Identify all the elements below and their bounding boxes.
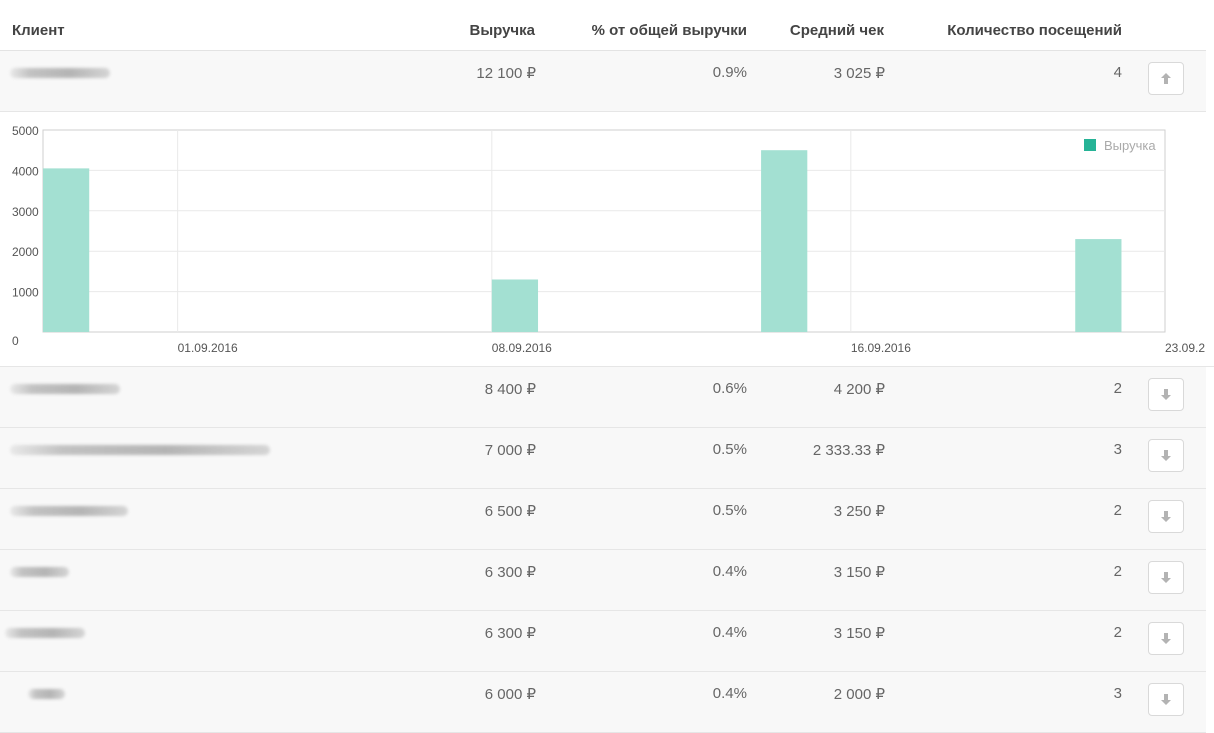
revenue-chart-panel: 4050 1300 4500 2300 0 1000 2000 3000 4000 5000 01… — [0, 112, 1214, 367]
share-cell: 0.4% — [712, 563, 747, 580]
arrow-down-icon — [1161, 389, 1171, 400]
table-row[interactable]: 6 300 ₽ 0.4% 3 150 ₽ 2 — [0, 611, 1206, 672]
revenue-cell: 8 400 ₽ — [484, 381, 536, 398]
y-tick-label: 4000 — [12, 164, 39, 178]
revenue-cell: 6 300 ₽ — [484, 625, 536, 642]
x-tick-label: 08.09.2016 — [492, 341, 552, 355]
expand-button[interactable] — [1148, 683, 1184, 716]
column-header-share[interactable]: % от общей выручки — [591, 22, 747, 39]
x-tick-label: 23.09.2 — [1165, 341, 1205, 355]
share-cell: 0.5% — [712, 441, 747, 458]
client-name-redacted — [10, 445, 270, 455]
column-header-revenue[interactable]: Выручка — [469, 22, 535, 39]
revenue-bar[interactable]: 2300 — [1075, 239, 1122, 332]
column-header-visits[interactable]: Количество посещений — [947, 22, 1122, 39]
arrow-up-icon — [1161, 73, 1171, 84]
revenue-bar[interactable]: 4500 — [761, 150, 808, 332]
revenue-cell: 7 000 ₽ — [484, 442, 536, 459]
revenue-bar[interactable]: 4050 — [43, 168, 90, 332]
chart-legend[interactable]: Выручка — [1084, 138, 1156, 153]
expand-button[interactable] — [1148, 622, 1184, 655]
avg-check-cell: 3 250 ₽ — [833, 503, 885, 520]
y-tick-label: 1000 — [12, 286, 39, 300]
arrow-down-icon — [1161, 572, 1171, 583]
x-tick-label: 16.09.2016 — [851, 341, 911, 355]
avg-check-cell: 3 025 ₽ — [833, 65, 885, 82]
visits-cell: 3 — [1113, 685, 1122, 702]
client-name-redacted — [10, 506, 128, 516]
client-name-redacted — [10, 567, 69, 577]
visits-cell: 4 — [1113, 64, 1122, 81]
plot-area — [42, 129, 1166, 333]
table-row[interactable]: 6 000 ₽ 0.4% 2 000 ₽ 3 — [0, 672, 1206, 733]
y-tick-label: 5000 — [12, 124, 39, 138]
x-tick-label: 01.09.2016 — [178, 341, 238, 355]
revenue-bar[interactable]: 1300 — [491, 279, 539, 332]
visits-cell: 3 — [1113, 441, 1122, 458]
column-header-client[interactable]: Клиент — [12, 22, 65, 39]
client-name-redacted — [5, 628, 85, 638]
visits-cell: 2 — [1113, 563, 1122, 580]
y-tick-label: 3000 — [12, 205, 39, 219]
column-header-avg-check[interactable]: Средний чек — [789, 22, 884, 39]
table-row[interactable]: 6 300 ₽ 0.4% 3 150 ₽ 2 — [0, 550, 1206, 611]
avg-check-cell: 2 333.33 ₽ — [812, 442, 885, 459]
revenue-cell: 6 000 ₽ — [484, 686, 536, 703]
expand-button[interactable] — [1148, 378, 1184, 411]
arrow-down-icon — [1161, 450, 1171, 461]
revenue-cell: 12 100 ₽ — [476, 65, 536, 82]
avg-check-cell: 3 150 ₽ — [833, 564, 885, 581]
revenue-cell: 6 500 ₽ — [484, 503, 536, 520]
arrow-down-icon — [1161, 511, 1171, 522]
share-cell: 0.5% — [712, 502, 747, 519]
table-row[interactable]: 7 000 ₽ 0.5% 2 333.33 ₽ 3 — [0, 428, 1206, 489]
avg-check-cell: 4 200 ₽ — [833, 381, 885, 398]
arrow-down-icon — [1161, 633, 1171, 644]
y-tick-label: 2000 — [12, 245, 39, 259]
share-cell: 0.6% — [712, 380, 747, 397]
share-cell: 0.4% — [712, 624, 747, 641]
legend-label: Выручка — [1104, 138, 1156, 153]
avg-check-cell: 2 000 ₽ — [833, 686, 885, 703]
client-name-redacted — [28, 689, 65, 699]
visits-cell: 2 — [1113, 624, 1122, 641]
table-row[interactable]: 12 100 ₽ 0.9% 3 025 ₽ 4 — [0, 51, 1206, 112]
collapse-button[interactable] — [1148, 62, 1184, 95]
client-name-redacted — [10, 384, 120, 394]
expand-button[interactable] — [1148, 561, 1184, 594]
table-header: Клиент Выручка % от общей выручки Средни… — [0, 0, 1206, 51]
table-row[interactable]: 6 500 ₽ 0.5% 3 250 ₽ 2 — [0, 489, 1206, 550]
client-name-redacted — [10, 68, 110, 78]
share-cell: 0.4% — [712, 685, 747, 702]
y-tick-label: 0 — [12, 334, 19, 348]
visits-cell: 2 — [1113, 380, 1122, 397]
visits-cell: 2 — [1113, 502, 1122, 519]
table-row[interactable]: 8 400 ₽ 0.6% 4 200 ₽ 2 — [0, 367, 1206, 428]
arrow-down-icon — [1161, 694, 1171, 705]
expand-button[interactable] — [1148, 439, 1184, 472]
expand-button[interactable] — [1148, 500, 1184, 533]
legend-swatch — [1084, 139, 1096, 151]
revenue-cell: 6 300 ₽ — [484, 564, 536, 581]
revenue-bar-chart: 4050 1300 4500 2300 0 1000 2000 3000 4000 5000 01… — [12, 124, 1205, 355]
avg-check-cell: 3 150 ₽ — [833, 625, 885, 642]
share-cell: 0.9% — [712, 64, 747, 81]
